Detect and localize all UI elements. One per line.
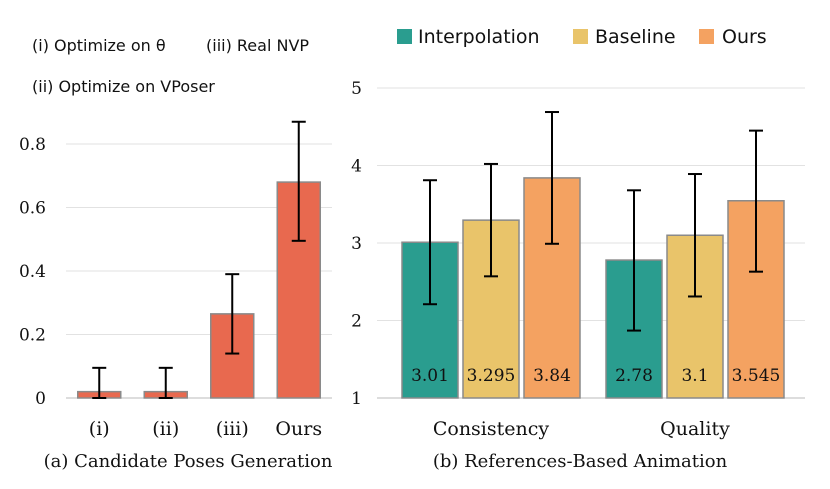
legend-swatch-ours bbox=[699, 29, 714, 44]
x-category-label: (i) bbox=[89, 418, 110, 440]
chart-a-categories: (i) (ii) (iii) Ours bbox=[89, 418, 322, 440]
y-tick-label: 4 bbox=[351, 157, 362, 177]
legend-label-baseline: Baseline bbox=[595, 26, 676, 48]
legend-label-interpolation: Interpolation bbox=[418, 26, 540, 48]
chart-b-bars bbox=[401, 177, 785, 399]
chart-b-y-ticks: 1 2 3 4 5 bbox=[351, 79, 362, 409]
chart-b-error-bars bbox=[423, 111, 763, 332]
data-label: 3.295 bbox=[467, 366, 516, 386]
y-tick-label: 0.4 bbox=[19, 262, 46, 282]
y-tick-label: 5 bbox=[351, 79, 362, 99]
chart-a-note-i: (i) Optimize on θ bbox=[32, 36, 166, 55]
x-category-label: Ours bbox=[275, 418, 322, 440]
y-tick-label: 0.6 bbox=[19, 198, 46, 218]
data-label: 3.1 bbox=[681, 366, 708, 386]
x-category-label: (iii) bbox=[216, 418, 249, 440]
y-tick-label: 3 bbox=[351, 234, 362, 254]
y-tick-label: 0.2 bbox=[19, 325, 46, 345]
x-category-label: (ii) bbox=[152, 418, 179, 440]
chart-b-categories: Consistency Quality bbox=[433, 418, 730, 440]
y-tick-label: 0 bbox=[35, 389, 46, 409]
legend-label-ours: Ours bbox=[722, 26, 767, 48]
chart-b-legend: Interpolation Baseline Ours bbox=[397, 26, 767, 48]
chart-a-error-bars bbox=[92, 120, 306, 399]
data-label: 3.01 bbox=[411, 366, 449, 386]
chart-a-note-iii: (iii) Real NVP bbox=[206, 36, 309, 55]
chart-b-caption: (b) References-Based Animation bbox=[433, 451, 728, 472]
chart-a-note-ii: (ii) Optimize on VPoser bbox=[32, 77, 215, 96]
chart-b: 1 2 3 4 5 3.01 3.295 3.84 2.78 3.1 3.545 Consiste… bbox=[351, 26, 805, 472]
data-label: 3.545 bbox=[732, 366, 781, 386]
data-label: 2.78 bbox=[615, 366, 653, 386]
data-label: 3.84 bbox=[533, 366, 571, 386]
chart-a-bars bbox=[77, 181, 321, 399]
legend-swatch-interpolation bbox=[397, 29, 412, 44]
x-category-label: Consistency bbox=[433, 418, 550, 440]
y-tick-label: 1 bbox=[351, 389, 362, 409]
chart-a-caption: (a) Candidate Poses Generation bbox=[44, 451, 333, 472]
y-tick-label: 2 bbox=[351, 312, 362, 332]
y-tick-label: 0.8 bbox=[19, 135, 46, 155]
chart-b-data-labels: 3.01 3.295 3.84 2.78 3.1 3.545 bbox=[411, 366, 780, 386]
chart-a-y-ticks: 0 0.2 0.4 0.6 0.8 bbox=[19, 135, 46, 409]
legend-swatch-baseline bbox=[573, 29, 588, 44]
chart-a: 0 0.2 0.4 0.6 0.8 (i) (ii) (iii) Ours (i) Optim… bbox=[19, 36, 333, 472]
x-category-label: Quality bbox=[660, 418, 730, 440]
